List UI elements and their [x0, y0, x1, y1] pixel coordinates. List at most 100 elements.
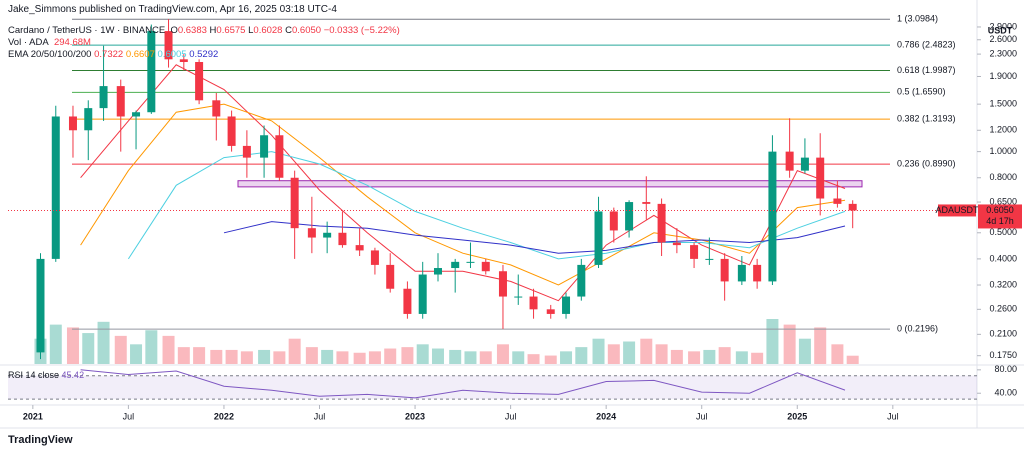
volume-value: 294.68M [53, 37, 91, 48]
footer-logo: TradingView [8, 434, 73, 446]
candle-body [594, 211, 603, 265]
volume-bar [288, 338, 301, 364]
y-tick-label: 0.4000 [989, 253, 1017, 263]
candle-body [690, 245, 699, 259]
candle-body [433, 268, 442, 275]
candle-body [323, 232, 332, 238]
countdown-label: 4d 17h [986, 216, 1014, 226]
volume-bar [82, 333, 95, 364]
x-tick-label: 2022 [214, 411, 234, 421]
candle-body [720, 258, 729, 282]
ema-value: 0.6005 [157, 49, 187, 60]
y-tick-label: 0.2100 [989, 329, 1017, 339]
y-tick-label: 1.0000 [989, 146, 1017, 156]
resistance-zone [237, 180, 863, 188]
y-tick-label: 1.9000 [989, 71, 1017, 81]
volume-bar [670, 349, 683, 364]
candle-body [451, 261, 460, 269]
volume-bar [336, 351, 349, 364]
candle-body [577, 264, 586, 297]
symbol: Cardano / TetherUS · 1W · BINANCE [8, 25, 166, 36]
candle-body [562, 296, 571, 314]
ohlc-value: 0.6050 [291, 25, 322, 36]
rsi-label: RSI 14 close [8, 370, 60, 380]
x-tick-label: 2023 [405, 411, 425, 421]
candle-body [609, 211, 618, 231]
x-tick-label: Jul [887, 411, 899, 421]
volume-bar [846, 355, 859, 364]
candle-body [212, 100, 221, 117]
volume-bar [114, 335, 127, 364]
ema-line [80, 103, 846, 286]
ema-line [80, 64, 846, 302]
ema-line [223, 221, 846, 254]
ema-label: EMA 20/50/100/200 [8, 49, 92, 60]
volume-bar [258, 349, 271, 364]
y-tick-label: 0.8000 [989, 172, 1017, 182]
candle-body [403, 288, 412, 314]
candle-body [242, 145, 251, 158]
candle-body [36, 258, 45, 353]
volume-bar [368, 351, 381, 364]
legend-ema-row: EMA 20/50/100/200 0.7322 0.6607 0.6005 0… [8, 49, 218, 60]
y-tick-label: 2.6000 [989, 34, 1017, 44]
y-tick-label: 1.2000 [989, 125, 1017, 135]
fib-label: 0.236 (0.8990) [897, 158, 956, 168]
candle-body [816, 157, 825, 199]
symbol-tag [938, 204, 976, 217]
volume-bar [464, 351, 477, 364]
volume-bar [97, 321, 110, 364]
volume-bar [384, 348, 397, 364]
volume-bar [640, 338, 653, 364]
volume-bar [177, 347, 190, 364]
y-tick-label: 0.5000 [989, 227, 1017, 237]
symbol-tag-label: ADAUSDT [935, 205, 979, 215]
candle-body [116, 86, 125, 117]
ohlc-key: O [170, 25, 178, 36]
candle-body [753, 264, 762, 282]
x-tick-label: Jul [696, 411, 708, 421]
candle-body [227, 116, 236, 146]
volume-bar [560, 351, 573, 364]
volume-bar [831, 344, 844, 364]
volume-bar [798, 338, 811, 364]
y-tick-label: 0.2600 [989, 304, 1017, 314]
candle-body [338, 232, 347, 246]
candle-body [370, 250, 379, 265]
ema-value: 0.6607 [125, 49, 155, 60]
fib-label: 1 (3.0984) [897, 14, 938, 24]
candle-body [642, 202, 651, 204]
x-tick-label: 2024 [596, 411, 616, 421]
y-tick-label: 0.3200 [989, 279, 1017, 289]
volume-bar [703, 349, 716, 364]
volume-bar [449, 349, 462, 364]
x-tick-label: 2021 [23, 411, 43, 421]
volume-bar [162, 335, 175, 364]
rsi-y-tick-label: 80.00 [994, 364, 1017, 374]
volume-bar [66, 327, 79, 364]
volume-bar [305, 347, 318, 364]
volume-bar [49, 324, 62, 364]
candle-body [84, 108, 93, 131]
volume-bar [130, 344, 143, 364]
candle-body [625, 202, 634, 231]
candle-body [275, 135, 284, 178]
volume-bar [353, 352, 366, 364]
candle-body [848, 203, 857, 211]
ohlc-key: L [248, 25, 254, 36]
candle-body [481, 261, 490, 272]
candle-body [514, 296, 523, 298]
volume-bar [607, 344, 620, 364]
volume-bar [496, 344, 509, 364]
volume-bar [623, 341, 636, 364]
volume-bar [401, 347, 414, 364]
volume-bar [512, 351, 525, 364]
candle-body [195, 62, 204, 101]
volume-bar [431, 348, 444, 364]
y-tick-label: 1.5000 [989, 99, 1017, 109]
volume-bar [783, 324, 796, 364]
volume-label: Vol · ADA [8, 37, 49, 48]
candle-body [307, 228, 316, 238]
volume-bar [210, 349, 223, 364]
